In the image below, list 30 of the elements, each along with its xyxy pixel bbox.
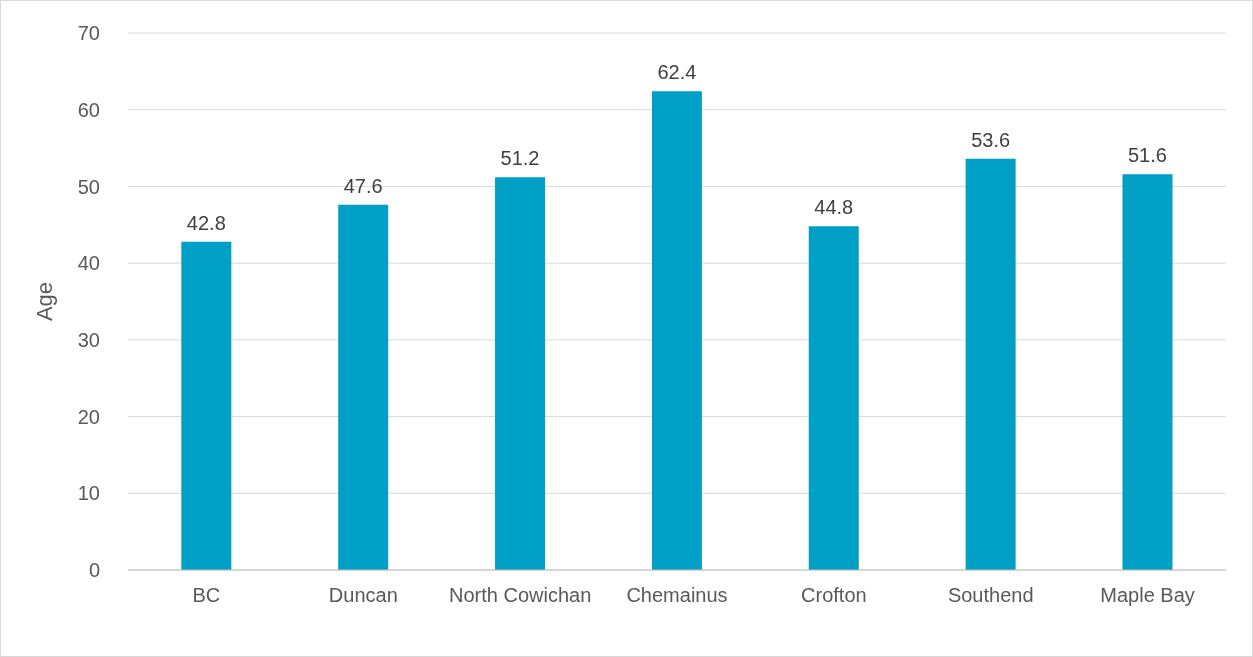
data-label: 62.4 xyxy=(657,61,697,84)
y-tick-label: 50 xyxy=(77,175,100,198)
x-tick-label: North Cowichan xyxy=(448,584,592,607)
y-tick-label: 20 xyxy=(77,405,100,428)
bar xyxy=(808,226,859,570)
bar xyxy=(1122,174,1173,570)
bar xyxy=(338,204,389,570)
y-tick-label: 30 xyxy=(77,328,100,351)
data-label: 53.6 xyxy=(971,128,1011,151)
data-label: 51.6 xyxy=(1128,144,1167,167)
y-tick-label: 0 xyxy=(88,559,100,582)
data-label: 44.8 xyxy=(814,196,854,219)
x-tick-label: Duncan xyxy=(328,584,398,607)
y-tick-label: 10 xyxy=(77,482,100,505)
data-label: 47.6 xyxy=(343,174,383,197)
x-tick-label: Maple Bay xyxy=(1100,584,1195,607)
y-tick-label: 40 xyxy=(77,252,100,275)
y-tick-label: 60 xyxy=(77,98,100,121)
bar xyxy=(181,241,232,570)
x-tick-label: Chemainus xyxy=(626,584,728,607)
data-label: 51.2 xyxy=(500,147,540,170)
bar xyxy=(965,158,1016,570)
x-tick-label: Crofton xyxy=(801,584,867,607)
data-label: 42.8 xyxy=(186,211,226,234)
x-tick-label: BC xyxy=(192,584,221,607)
y-axis-title: Age xyxy=(31,281,57,322)
bar xyxy=(651,91,702,570)
bar xyxy=(495,177,546,570)
y-tick-label: 70 xyxy=(77,22,100,45)
x-tick-label: Southend xyxy=(947,584,1034,607)
